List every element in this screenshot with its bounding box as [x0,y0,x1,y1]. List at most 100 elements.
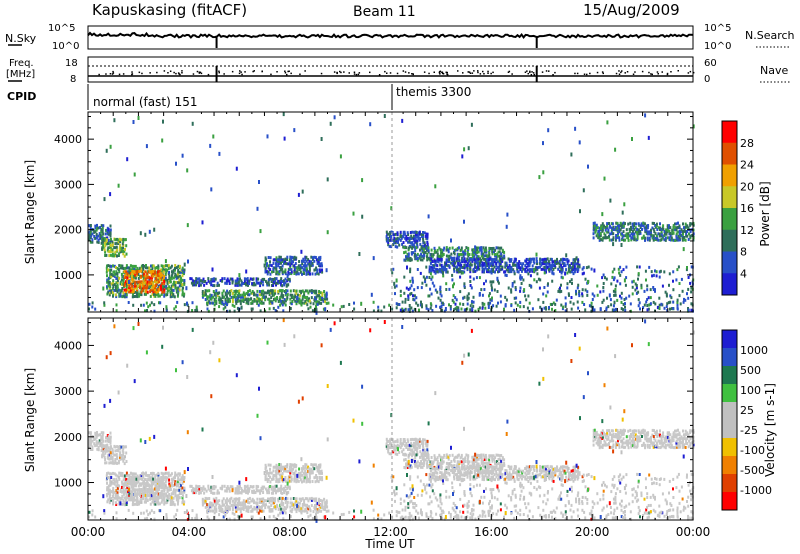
power-echo-cell [483,248,486,252]
freq-dot [200,72,203,75]
power-echo-cell [212,290,215,293]
power-echo-cell [163,294,166,298]
power-echo-cell [607,228,610,232]
freq-dot [545,70,548,72]
velocity-echo-cell [236,487,239,491]
power-echo-cell [314,289,317,293]
power-echo-cell [122,291,125,295]
power-echo-cell [228,309,231,313]
velocity-echo-cell [100,435,103,439]
power-echo-cell [316,300,319,304]
power-echo-cell [419,237,422,240]
power-echo-cell [681,238,684,242]
freq-dot [596,71,599,74]
velocity-echo-cell [218,503,221,507]
power-echo-cell [422,275,425,279]
velocity-echo-cell [111,461,114,465]
power-echo-cell [498,259,501,263]
power-echo-cell [511,284,514,288]
velocity-echo-cell [201,501,204,505]
power-echo-cell [178,274,181,278]
velocity-echo-cell [159,479,162,483]
power-echo-cell [280,279,282,283]
power-echo-cell [239,302,242,306]
velocity-echo-cell [136,499,139,503]
power-echo-cell [623,238,625,242]
velocity-echo-cell [146,490,149,494]
noise-panel: N.Sky 10^5 10^0 10^5 10^0 N.Search [5,23,795,52]
power-echo-cell [178,288,181,292]
power-echo-cell [664,236,667,240]
velocity-echo-cell [165,494,168,498]
power-echo-cell [127,266,130,270]
power-echo-cell [310,264,313,268]
power-echo-cell [560,258,562,262]
power-echo-cell [668,224,670,228]
power-echo-cell [299,270,302,274]
power-echo-cell [236,299,239,303]
power-echo-cell [552,260,555,264]
power-echo-cell [477,261,480,265]
velocity-echo-cell [195,491,198,495]
power-echo-cell [442,265,445,269]
velocity-echo-cell [102,439,105,443]
colorbar-tick-label: 20 [740,180,754,193]
power-echo-cell [340,305,343,309]
power-echo-cell [221,301,224,305]
power-echo-cell [285,262,288,266]
power-echo-cell [436,252,439,256]
velocity-echo-cell [165,478,168,482]
velocity-echo-cell [248,487,251,491]
velocity-echo-cell [125,460,128,463]
power-echo-cell [460,252,463,256]
velocity-echo-cell [166,500,169,504]
power-echo-cell [289,301,292,305]
velocity-echo-cell [283,497,286,501]
velocity-echo-cell [213,487,216,491]
power-echo-cell [627,232,630,236]
power-echo-cell [474,250,477,254]
power-echo-cell [621,234,624,238]
velocity-echo-cell [138,490,141,494]
power-echo-cell [263,277,266,281]
velocity-echo-cell [121,482,124,486]
power-echo-cell [191,121,194,126]
velocity-echo-cell [178,488,181,492]
power-echo-cell [512,263,515,267]
power-echo-cell [146,266,149,270]
power-echo-cell [644,236,647,240]
freq-dot [231,70,234,73]
velocity-echo-cell [280,496,283,500]
power-echo-cell [321,264,323,268]
freq-dot [333,71,336,73]
velocity-echo-cell [102,450,105,454]
power-echo-cell [620,270,623,274]
power-echo-cell [301,266,304,270]
velocity-echo-cell [272,477,275,481]
power-echo-cell [195,307,198,311]
power-echo-cell [657,226,660,230]
power-echo-cell [113,246,116,250]
velocity-echo-cell [139,474,142,478]
freq-dot [446,71,448,74]
power-echo-cell [97,234,100,238]
velocity-echo-cell [247,501,250,504]
power-echo-cell [269,272,272,276]
power-echo-cell [221,291,224,295]
velocity-echo-cell [277,499,280,503]
velocity-echo-cell [308,473,311,477]
power-echo-cell [199,283,202,287]
power-echo-cell [213,277,216,281]
power-echo-cell [415,246,418,250]
power-echo-cell [248,293,251,297]
velocity-echo-cell [110,455,112,459]
velocity-echo-cell [122,457,125,461]
freq-dot [428,72,430,75]
power-echo-cell [524,294,527,298]
power-echo-cell [428,265,431,269]
velocity-echo-cell [259,509,262,513]
power-echo-cell [178,281,181,285]
power-echo-cell [624,305,626,309]
power-echo-cell [591,298,594,301]
power-echo-cell [668,238,671,241]
